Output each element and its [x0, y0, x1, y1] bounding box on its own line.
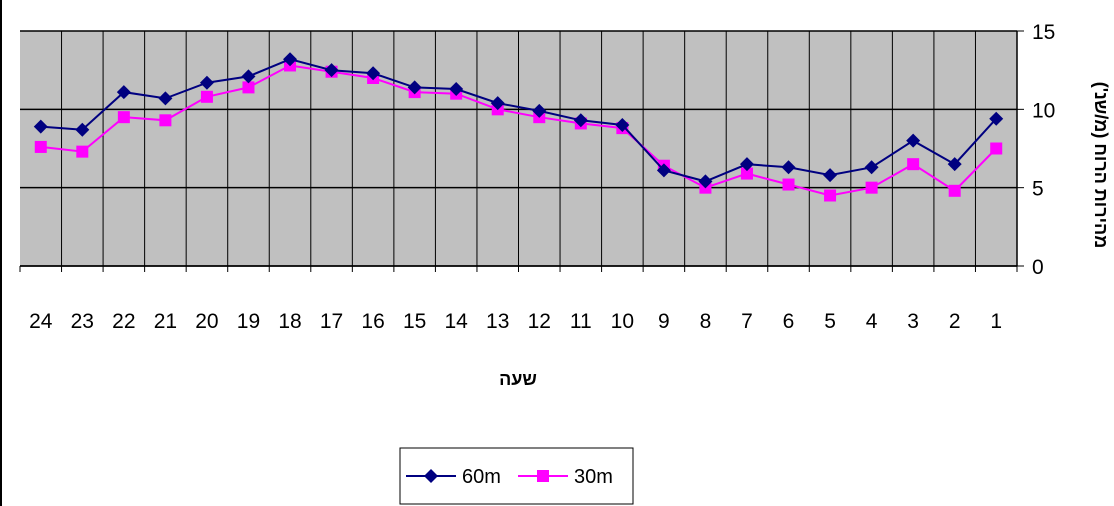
- x-tick-label: 16: [361, 310, 384, 333]
- data-point-60m: [324, 63, 339, 78]
- data-point-30m: [76, 145, 89, 158]
- data-point-60m: [989, 111, 1004, 126]
- x-tick-label: 3: [907, 310, 919, 333]
- x-tick-label: 9: [658, 310, 670, 333]
- x-tick-label: 17: [320, 310, 343, 333]
- data-point-60m: [823, 168, 838, 183]
- x-tick-label: 13: [486, 310, 509, 333]
- data-point-60m: [656, 163, 671, 178]
- chart-frame-left-edge: [0, 0, 2, 506]
- data-point-60m: [241, 69, 256, 84]
- series-line-60m: [40, 58, 997, 183]
- data-point-60m: [158, 91, 173, 106]
- data-point-60m: [449, 81, 464, 96]
- data-point-30m: [34, 140, 47, 153]
- y-tick-label: 5: [1032, 178, 1044, 201]
- x-tick-label: 20: [195, 310, 218, 333]
- data-point-30m: [117, 111, 130, 124]
- x-tick-label: 12: [528, 310, 551, 333]
- data-point-30m: [200, 90, 213, 103]
- x-tick-label: 18: [278, 310, 301, 333]
- x-tick-label: 5: [824, 310, 836, 333]
- data-point-60m: [573, 113, 588, 128]
- data-point-60m: [698, 174, 713, 189]
- series-line-30m: [40, 64, 997, 197]
- legend-entry-30m: 30m: [518, 466, 613, 488]
- y-axis-tick-marks: [1017, 30, 1024, 267]
- data-point-60m: [947, 157, 962, 172]
- data-point-30m: [990, 142, 1003, 155]
- legend-label-30m: 30m: [574, 466, 613, 488]
- data-point-60m: [906, 133, 921, 148]
- legend-marker-30m: [537, 470, 549, 482]
- y-axis-title: מהירות הרוח (מ/שנ'): [1091, 82, 1111, 249]
- data-point-60m: [490, 96, 505, 111]
- data-point-30m: [782, 178, 795, 191]
- y-tick-label: 0: [1032, 256, 1044, 279]
- y-tick-label: 10: [1032, 99, 1055, 122]
- data-point-30m: [865, 181, 878, 194]
- x-tick-label: 22: [112, 310, 135, 333]
- x-tick-label: 19: [237, 310, 260, 333]
- data-point-60m: [864, 160, 879, 175]
- data-point-30m: [948, 184, 961, 197]
- y-tick-label: 15: [1032, 21, 1055, 44]
- data-point-60m: [781, 160, 796, 175]
- x-tick-label: 23: [71, 310, 94, 333]
- data-point-60m: [33, 119, 48, 134]
- data-point-30m: [159, 114, 172, 127]
- x-tick-label: 24: [29, 310, 53, 333]
- x-tick-label: 14: [445, 310, 469, 333]
- legend-marker-60m: [424, 469, 438, 483]
- data-point-60m: [615, 118, 630, 132]
- x-tick-label: 15: [403, 310, 426, 333]
- x-tick-label: 4: [866, 310, 878, 333]
- data-point-60m: [199, 75, 214, 90]
- data-point-60m: [407, 80, 422, 95]
- x-axis-title: שעה: [499, 369, 537, 389]
- x-tick-label: 10: [611, 310, 634, 333]
- data-point-30m: [907, 158, 920, 171]
- y-axis-tick-labels: 0 5 10 15: [1032, 21, 1055, 279]
- series-layer: [33, 52, 1004, 202]
- series-60m: [33, 52, 1004, 189]
- data-point-60m: [532, 103, 547, 118]
- data-point-60m: [75, 122, 90, 137]
- x-tick-label: 2: [949, 310, 961, 333]
- x-tick-label: 1: [990, 310, 1002, 333]
- data-point-30m: [824, 189, 837, 202]
- legend-label-60m: 60m: [462, 466, 501, 488]
- x-tick-label: 21: [154, 310, 177, 333]
- data-point-60m: [283, 52, 298, 67]
- data-point-30m: [242, 81, 255, 94]
- data-point-60m: [739, 157, 754, 172]
- x-axis-tick-marks: [19, 266, 1018, 272]
- x-tick-label: 8: [700, 310, 712, 333]
- x-tick-label: 11: [570, 310, 592, 333]
- data-point-30m: [740, 167, 753, 180]
- legend-entry-60m: 60m: [406, 466, 501, 488]
- x-tick-label: 6: [783, 310, 795, 333]
- data-point-60m: [366, 66, 381, 81]
- data-point-60m: [116, 85, 131, 100]
- x-tick-label: 7: [741, 310, 753, 333]
- legend: 60m 30m: [406, 466, 613, 488]
